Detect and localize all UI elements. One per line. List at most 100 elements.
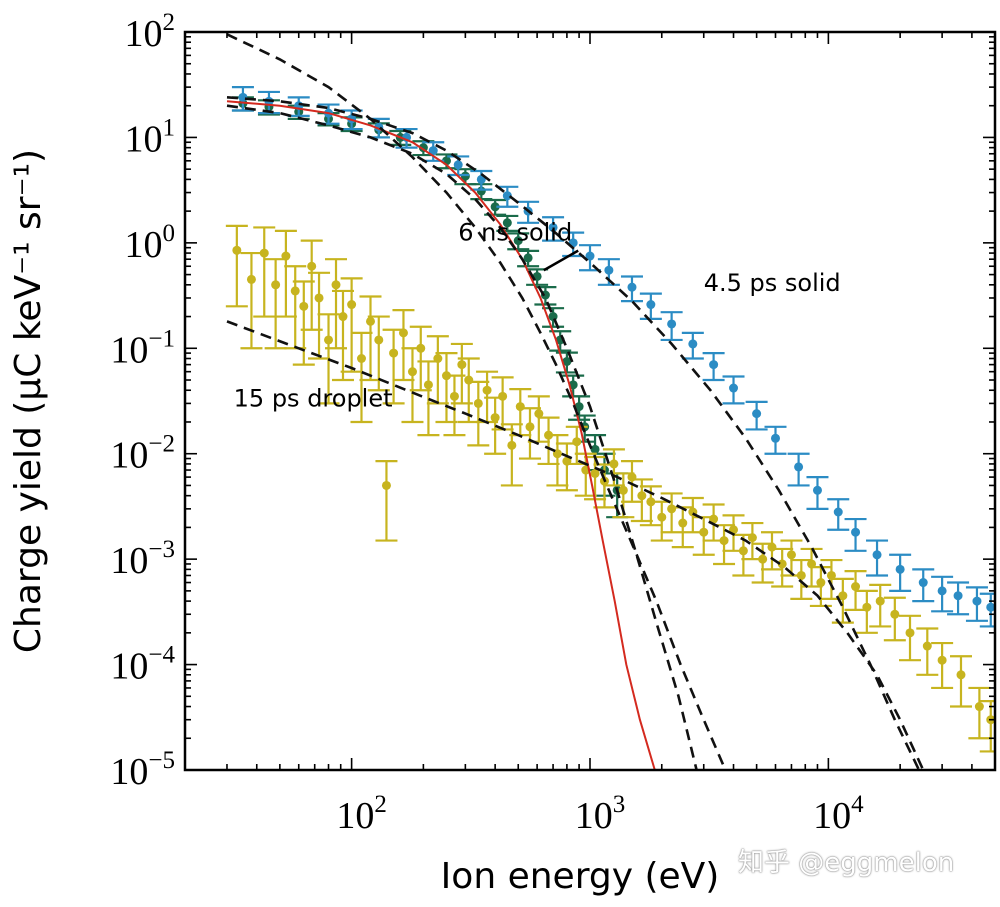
data-point [699, 527, 709, 537]
data-point [259, 248, 269, 258]
fit-curve-6 [226, 96, 921, 770]
data-point [398, 328, 408, 338]
data-point [238, 92, 248, 102]
data-point [637, 491, 647, 501]
data-point [812, 485, 822, 495]
data-point [281, 251, 291, 261]
data-point [572, 437, 582, 447]
tick-base: 10 [575, 795, 613, 837]
data-point [729, 383, 739, 393]
data-point [356, 354, 366, 364]
data-point [307, 261, 317, 271]
data-point [838, 591, 848, 601]
data-point [232, 245, 242, 255]
y-tick-label: 10−1 [110, 325, 175, 371]
y-ticks [185, 36, 995, 771]
tick-base: 10 [110, 751, 148, 793]
y-tick-label: 10−4 [110, 642, 175, 688]
fit-curve-3 [226, 100, 656, 770]
data-point [490, 413, 500, 423]
x-axis-label: Ion energy (eV) [441, 856, 720, 897]
data-point [657, 512, 667, 522]
y-tick-label: 10−3 [110, 536, 175, 582]
data-point [738, 546, 748, 556]
data-point [937, 586, 947, 596]
tick-exponent: 3 [613, 791, 626, 818]
x-tick-label: 102 [336, 791, 387, 837]
data-point [872, 550, 882, 560]
data-point [338, 312, 348, 322]
data-point [986, 602, 995, 612]
data-point [667, 504, 677, 514]
data-point [956, 670, 966, 680]
fit-curve-4 [226, 104, 698, 770]
annotation-label: 15 ps droplet [234, 385, 393, 413]
data-point [816, 578, 826, 588]
data-point [389, 348, 399, 358]
data-point [851, 527, 861, 537]
data-point [796, 570, 806, 580]
data-point [507, 440, 517, 450]
data-point [381, 480, 391, 490]
data-point [590, 444, 600, 454]
data-point [688, 339, 698, 349]
data-point [502, 191, 512, 201]
data-point [423, 380, 433, 390]
data-point [918, 578, 928, 588]
data-point [609, 459, 619, 469]
data-point [953, 591, 963, 601]
data-point [585, 251, 595, 261]
y-tick-label: 10−5 [110, 747, 175, 793]
tick-exponent: 4 [851, 791, 864, 818]
tick-exponent: −1 [148, 325, 175, 352]
data-point [646, 300, 656, 310]
data-point [513, 236, 523, 246]
data-point [826, 570, 836, 580]
data-point [719, 536, 729, 546]
y-axis-label: Charge yield (μC keV⁻¹ sr⁻¹) [8, 149, 49, 653]
data-point [627, 282, 637, 292]
data-point [770, 433, 780, 443]
data-point [552, 449, 562, 459]
data-point [709, 360, 719, 370]
data-point [562, 356, 572, 366]
tick-exponent: 2 [374, 791, 387, 818]
data-point [299, 301, 309, 311]
tick-base: 10 [125, 13, 163, 55]
data-point [590, 468, 600, 478]
data-point [974, 702, 984, 712]
data-point [464, 375, 474, 385]
data-series-2 [225, 224, 995, 753]
data-point [290, 286, 300, 296]
data-point [490, 202, 500, 212]
watermark: 知乎 @eggmelon [738, 848, 955, 878]
data-point [548, 222, 558, 232]
tick-base: 10 [110, 329, 148, 371]
data-point [618, 485, 628, 495]
tick-base: 10 [110, 646, 148, 688]
tick-exponent: −4 [148, 642, 175, 669]
data-point [523, 253, 533, 263]
data-point [574, 402, 584, 412]
tick-exponent: −5 [148, 747, 175, 774]
y-tick-label: 102 [125, 9, 176, 55]
y-tick-label: 100 [125, 220, 176, 266]
data-point [862, 602, 872, 612]
annotation-label: 6 ns solid [458, 219, 572, 247]
data-point [453, 160, 463, 170]
x-tick-label: 104 [813, 791, 864, 837]
data-point [515, 402, 525, 412]
data-point [498, 391, 508, 401]
data-point [747, 533, 757, 543]
data-series-1 [231, 86, 995, 628]
tick-exponent: 0 [163, 220, 176, 247]
data-point [786, 550, 796, 560]
data-point [667, 319, 677, 329]
tick-exponent: 2 [163, 9, 176, 36]
data-point [433, 354, 443, 364]
data-point [314, 293, 324, 303]
x-tick-label: 103 [575, 791, 626, 837]
data-point [752, 409, 762, 419]
data-point [365, 316, 375, 326]
